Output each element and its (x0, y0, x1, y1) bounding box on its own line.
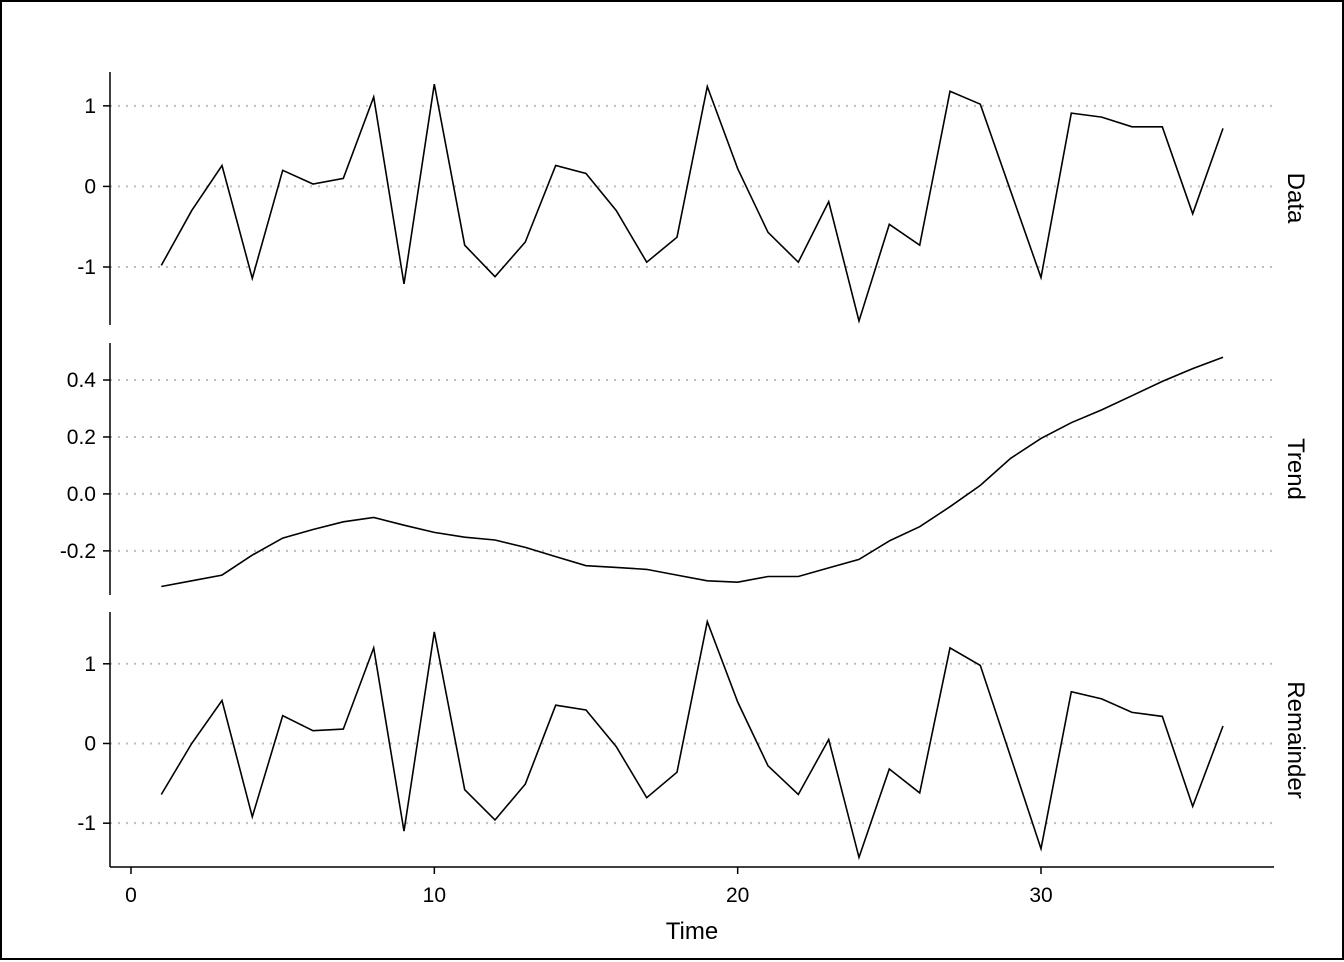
panel-strip-label: Trend (1282, 438, 1309, 500)
y-tick-label: 0 (84, 175, 96, 198)
y-tick-label: 0.2 (67, 426, 96, 449)
panel-strip-label: Remainder (1282, 681, 1309, 798)
y-tick-label: -0.2 (60, 540, 96, 563)
x-tick-label: 0 (125, 884, 137, 907)
y-tick-label: 1 (84, 653, 96, 676)
y-tick-label: 0 (84, 732, 96, 755)
x-axis-title: Time (666, 918, 718, 945)
x-tick-label: 20 (726, 884, 749, 907)
y-tick-label: 1 (84, 95, 96, 118)
y-tick-label: -1 (77, 812, 96, 835)
y-tick-label: 0.0 (67, 483, 96, 506)
series-line-data (160, 83, 1224, 324)
y-tick-label: 0.4 (67, 369, 97, 392)
x-tick-label: 10 (423, 884, 446, 907)
x-tick-label: 30 (1029, 884, 1052, 907)
series-line-trend (161, 356, 1224, 588)
series-line-remainder (160, 618, 1224, 861)
panel-strip-label: Data (1282, 173, 1309, 224)
y-tick-label: -1 (77, 256, 96, 279)
